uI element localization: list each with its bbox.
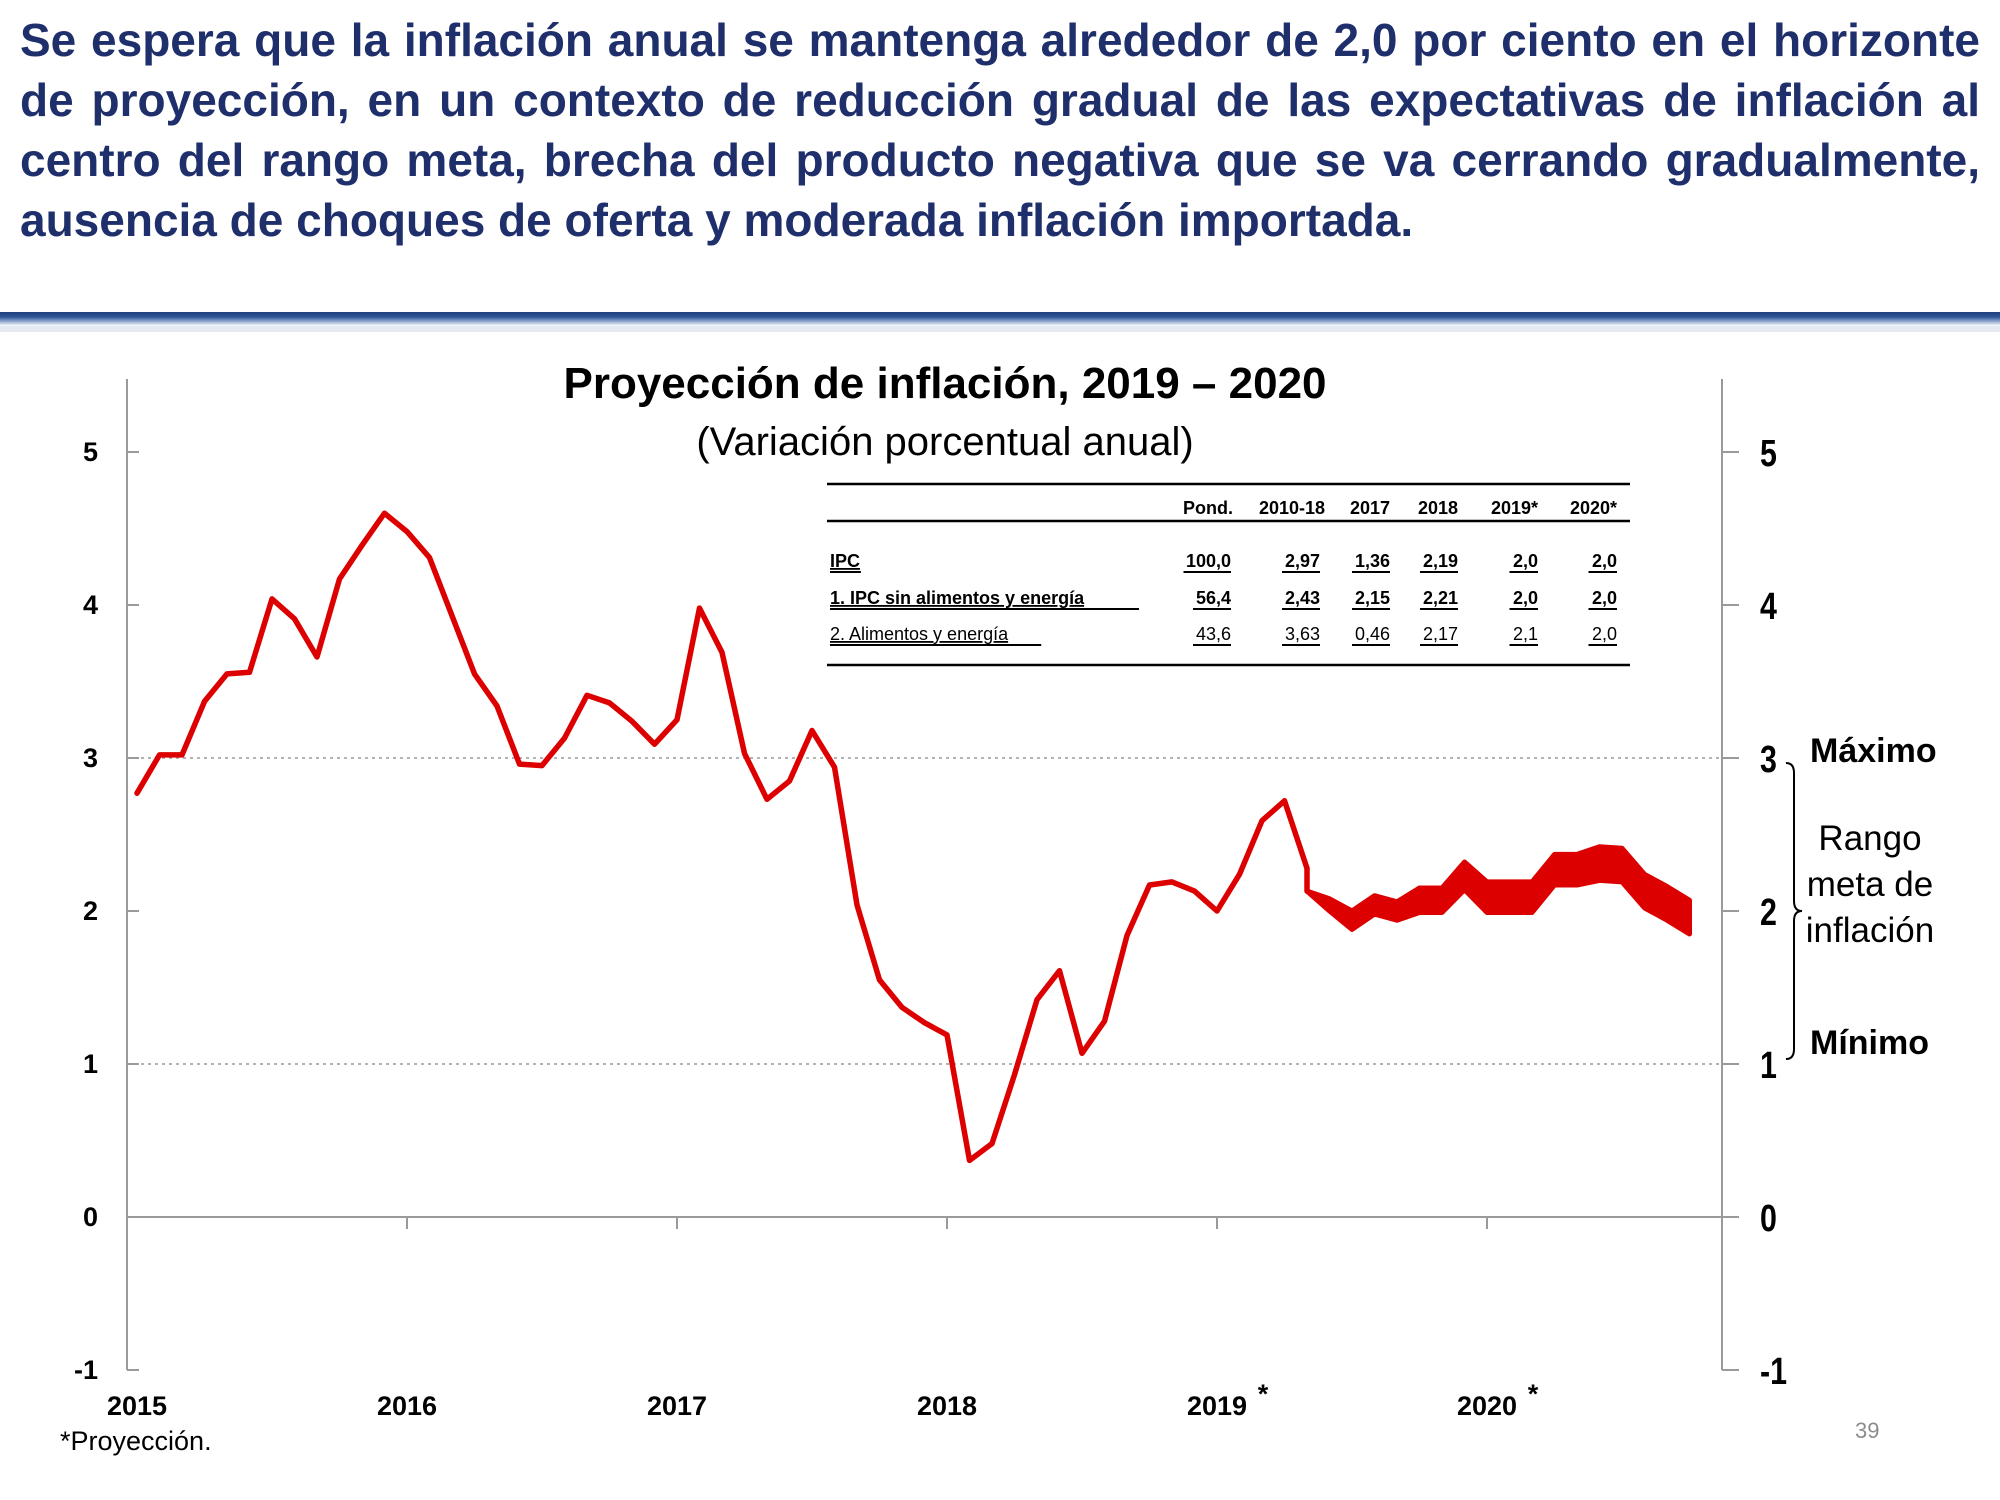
table-row-label: 1. IPC sin alimentos y energía [830, 588, 1085, 608]
table-cell: 2,0 [1592, 624, 1617, 644]
table-cell: 2,0 [1592, 588, 1617, 608]
forecast-table: Pond. 2010-18 2017 2018 2019* 2020* IPC 100,0 2,… [827, 482, 1630, 667]
x-tick-label: 2020 [1457, 1391, 1517, 1421]
table-cell: 56,4 [1196, 588, 1231, 608]
right-y-tick-label: 4 [1760, 586, 1777, 628]
right-y-tick-label: 3 [1760, 739, 1777, 781]
target-range-label-line: inflación [1806, 911, 1934, 950]
table-cell: 2,1 [1513, 624, 1538, 644]
left-y-tick-label: 1 [83, 1049, 98, 1079]
x-tick-label: 2017 [647, 1391, 707, 1421]
left-y-tick-label: 3 [83, 743, 98, 773]
table-cell: 2,0 [1592, 551, 1617, 571]
target-range-label-line: Rango [1818, 819, 1921, 858]
right-y-tick-label: 1 [1760, 1045, 1777, 1087]
headline: Se espera que la inflación anual se mant… [20, 14, 1980, 246]
table-cell: 2,0 [1513, 551, 1538, 571]
target-range-bracket [1785, 762, 1803, 1060]
target-range-label-line: meta de [1807, 865, 1933, 904]
table-header-cell: Pond. [1183, 498, 1233, 518]
table-cell: 2,17 [1423, 624, 1458, 644]
left-y-tick-label: 2 [83, 896, 98, 926]
table-cell: 2,97 [1285, 551, 1320, 571]
left-y-tick-label: -1 [74, 1355, 98, 1385]
table-cell: 2,0 [1513, 588, 1538, 608]
table-row-label: 2. Alimentos y energía [830, 624, 1009, 644]
slide-number: 39 [1855, 1418, 1880, 1443]
table-cell: 1,36 [1355, 551, 1390, 571]
table-header-cell: 2018 [1418, 498, 1458, 518]
series-layer [134, 510, 1692, 1164]
projection-center-line [1304, 860, 1691, 923]
table-header-cell: 2010-18 [1259, 498, 1325, 518]
table-cell: 100,0 [1186, 551, 1231, 571]
target-min-label: Mínimo [1810, 1024, 1929, 1062]
right-y-tick-label: 0 [1760, 1198, 1777, 1240]
table-cell: 0,46 [1355, 624, 1390, 644]
target-range-annotation: Máximo Mínimo Rango meta de inflación [1785, 732, 1937, 1062]
left-y-tick-label: 4 [83, 590, 98, 620]
left-y-tick-label: 5 [83, 437, 98, 467]
table-header-cell: 2017 [1350, 498, 1390, 518]
header-divider [0, 312, 2000, 332]
table-cell: 3,63 [1285, 624, 1320, 644]
right-y-tick-label: -1 [1760, 1351, 1787, 1393]
table-cell: 2,19 [1423, 551, 1458, 571]
table-cell: 2,43 [1285, 588, 1320, 608]
x-tick-label: 2019 [1187, 1391, 1247, 1421]
table-header-cell: 2019* [1491, 498, 1538, 518]
footnote: *Proyección. [60, 1426, 212, 1456]
table-cell: 43,6 [1196, 624, 1231, 644]
x-tick-label: 2018 [917, 1391, 977, 1421]
x-tick-label: 2016 [377, 1391, 437, 1421]
table-cell: 2,21 [1423, 588, 1458, 608]
table-cell: 2,15 [1355, 588, 1390, 608]
right-y-tick-label: 5 [1760, 433, 1777, 475]
historical-inflation-line [134, 510, 1310, 1164]
right-y-tick-label: 2 [1760, 892, 1777, 934]
x-tick-marker: * [1528, 1379, 1539, 1409]
left-y-tick-label: 0 [83, 1202, 98, 1232]
target-max-label: Máximo [1810, 732, 1937, 770]
table-header-cell: 2020* [1570, 498, 1617, 518]
x-tick-label: 2015 [107, 1391, 167, 1421]
chart-title: Proyección de inflación, 2019 – 2020 [563, 359, 1326, 408]
x-tick-marker: * [1258, 1379, 1269, 1409]
projection-band [1304, 844, 1692, 937]
table-row-label: IPC [830, 551, 860, 571]
chart-subtitle: (Variación porcentual anual) [696, 420, 1193, 464]
